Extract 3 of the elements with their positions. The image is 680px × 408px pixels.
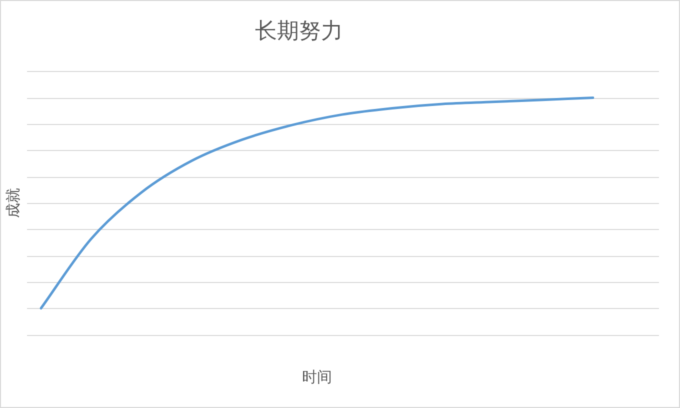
x-axis-title: 时间 [302,368,332,386]
chart-title: 长期努力 [255,18,343,44]
y-axis-title: 成就 [4,188,22,218]
